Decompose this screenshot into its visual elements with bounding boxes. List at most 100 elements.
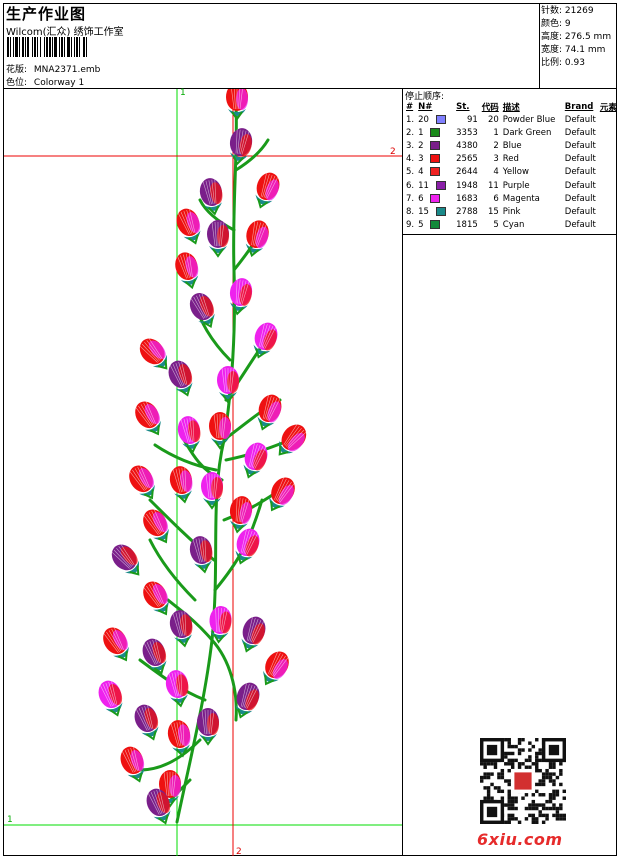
row-element	[598, 179, 619, 192]
row-description: Red	[502, 154, 519, 165]
row-brand: Default	[564, 154, 596, 165]
flower-bud	[165, 670, 189, 708]
flower-bud	[269, 477, 295, 512]
flower-bud	[278, 424, 307, 456]
row-brand: Default	[564, 180, 596, 191]
flower-bud	[177, 416, 201, 454]
color-row: 9. 5 1815 5 Cyan Default	[404, 219, 619, 232]
flower-bud	[245, 220, 269, 258]
stat-stitches: 针数: 21269	[541, 6, 594, 16]
company-name: Wilcom(汇众) 绣饰工作室	[6, 27, 124, 38]
stem-16	[153, 443, 218, 472]
row-needle: 5	[416, 219, 454, 232]
row-description: Pink	[502, 206, 521, 217]
row-stitches: 1815	[456, 220, 478, 231]
row-description: Powder Blue	[502, 114, 556, 125]
row-code: 6	[493, 193, 499, 204]
flower-bud	[189, 536, 213, 574]
color-row: 3. 2 4380 2 Blue Default	[404, 139, 619, 152]
flower-bud	[201, 472, 223, 510]
row-code: 15	[487, 206, 499, 217]
row-brand: Default	[564, 206, 596, 217]
row-stitches: 91	[466, 114, 478, 125]
color-swatch	[435, 180, 446, 190]
color-row: 5. 4 2644 4 Yellow Default	[404, 166, 619, 179]
row-element	[598, 139, 619, 152]
color-swatch	[430, 193, 441, 203]
color-table-header: # N# St. 代码 描述 Brand 元素	[404, 100, 619, 113]
row-stitches: 2788	[456, 206, 478, 217]
flower-bud	[146, 788, 171, 825]
flower-bud	[142, 638, 167, 675]
page-title: 生产作业图	[6, 5, 87, 23]
color-swatch	[430, 127, 441, 137]
row-index: 9.	[406, 220, 415, 231]
row-index: 6.	[406, 180, 415, 191]
row-code: 4	[493, 167, 499, 178]
watermark-logo: 6xiu.com	[477, 830, 563, 849]
row-element	[598, 113, 619, 126]
stem-13	[138, 738, 202, 772]
header-divider	[3, 88, 617, 89]
row-code: 1	[493, 127, 499, 138]
row-index: 5.	[406, 167, 415, 178]
row-description: Cyan	[502, 220, 525, 231]
stat-colors: 颜色: 9	[541, 19, 571, 29]
design-preview	[4, 89, 402, 856]
flower-bud	[209, 606, 232, 644]
color-row: 4. 3 2565 3 Red Default	[404, 153, 619, 166]
flower-bud	[263, 651, 289, 686]
row-element	[598, 219, 619, 232]
row-brand: Default	[564, 114, 596, 125]
flower-bud	[217, 366, 239, 404]
row-stitches: 2644	[456, 167, 478, 178]
flower-bud	[120, 746, 145, 783]
colorway-row: 色位: Colorway 1	[6, 75, 84, 88]
flower-bud	[229, 128, 253, 166]
color-swatch	[430, 140, 441, 150]
row-needle: 1	[416, 126, 454, 139]
flower-bud	[111, 544, 140, 576]
row-index: 3.	[406, 140, 415, 151]
design-value: MNA2371.emb	[33, 65, 101, 75]
flower-bud	[207, 220, 229, 258]
col-stitches: St.	[456, 101, 470, 112]
flower-bud	[175, 252, 199, 290]
row-needle: 20	[416, 113, 454, 126]
row-needle: 3	[416, 153, 454, 166]
color-swatch	[430, 154, 441, 164]
flower-bud	[134, 704, 159, 741]
flower-bud	[226, 89, 248, 121]
color-swatch	[430, 220, 441, 230]
flower-bud	[197, 708, 219, 746]
flower-bud	[168, 360, 193, 397]
flower-bud	[159, 770, 181, 808]
guide-h2-label: 2	[390, 147, 396, 157]
row-needle: 2	[416, 139, 454, 152]
row-stitches: 1683	[456, 193, 478, 204]
stop-sequence-label: 停止顺序:	[405, 92, 445, 102]
row-index: 4.	[406, 154, 415, 165]
row-stitches: 4380	[456, 140, 478, 151]
color-swatch	[430, 167, 441, 177]
flower-bud	[199, 178, 223, 216]
flower-bud	[169, 466, 193, 504]
flower-bud	[229, 278, 253, 316]
color-row: 6. 11 1948 11 Purple Default	[404, 179, 619, 192]
row-needle: 6	[416, 192, 454, 205]
design-label: 花版:	[6, 65, 28, 75]
table-bottom-line	[402, 234, 617, 235]
flower-bud	[167, 720, 191, 758]
flower-bud	[257, 394, 282, 431]
color-swatch	[435, 114, 446, 124]
color-table: # N# St. 代码 描述 Brand 元素 1. 20 91 20 Powder …	[404, 100, 619, 232]
col-code: 代码	[481, 102, 499, 113]
col-element: 元素	[599, 102, 617, 113]
row-index: 7.	[406, 193, 415, 204]
color-row: 7. 6 1683 6 Magenta Default	[404, 192, 619, 205]
stem-14	[148, 538, 197, 602]
row-brand: Default	[564, 140, 596, 151]
color-row: 8. 15 2788 15 Pink Default	[404, 205, 619, 218]
row-element	[598, 126, 619, 139]
flower-bud	[135, 401, 161, 436]
